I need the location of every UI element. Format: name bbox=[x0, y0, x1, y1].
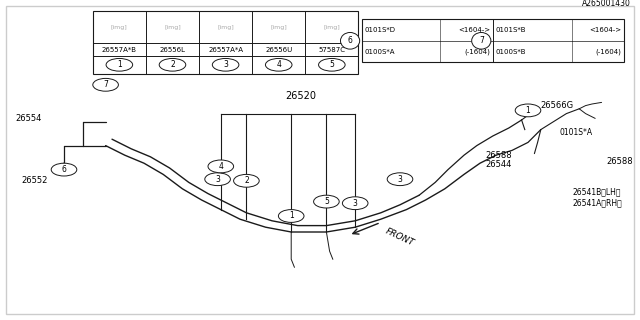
Text: 26556L: 26556L bbox=[159, 47, 186, 52]
Text: 0101S*D: 0101S*D bbox=[365, 27, 396, 33]
Text: 6: 6 bbox=[61, 165, 67, 174]
Text: 3: 3 bbox=[353, 199, 358, 208]
Text: [img]: [img] bbox=[164, 25, 181, 30]
Text: 2: 2 bbox=[170, 60, 175, 69]
Circle shape bbox=[51, 163, 77, 176]
Text: 7: 7 bbox=[103, 80, 108, 89]
Text: 26556U: 26556U bbox=[265, 47, 292, 52]
Circle shape bbox=[93, 78, 118, 91]
Text: 3: 3 bbox=[397, 175, 403, 184]
Circle shape bbox=[205, 173, 230, 186]
Text: 1: 1 bbox=[525, 106, 531, 115]
Text: 1: 1 bbox=[289, 212, 294, 220]
Circle shape bbox=[515, 104, 541, 117]
Text: 26541B〈LH〉: 26541B〈LH〉 bbox=[573, 188, 621, 196]
Text: 6: 6 bbox=[348, 36, 353, 45]
Text: 2: 2 bbox=[244, 176, 249, 185]
Ellipse shape bbox=[319, 59, 345, 71]
Text: 26541A〈RH〉: 26541A〈RH〉 bbox=[573, 199, 623, 208]
Circle shape bbox=[314, 195, 339, 208]
Text: 26557A*B: 26557A*B bbox=[102, 47, 137, 52]
Text: 57587C: 57587C bbox=[318, 47, 346, 52]
Text: 4: 4 bbox=[276, 60, 281, 69]
Text: [img]: [img] bbox=[111, 25, 128, 30]
Text: 3: 3 bbox=[215, 175, 220, 184]
Text: 26566G: 26566G bbox=[541, 101, 574, 110]
Ellipse shape bbox=[266, 59, 292, 71]
Text: 26544: 26544 bbox=[486, 160, 512, 169]
Text: 0101S*B: 0101S*B bbox=[496, 27, 527, 33]
Ellipse shape bbox=[106, 59, 132, 71]
Text: 4: 4 bbox=[218, 162, 223, 171]
Text: 26557A*A: 26557A*A bbox=[208, 47, 243, 52]
Text: 26554: 26554 bbox=[15, 114, 42, 123]
Circle shape bbox=[208, 160, 234, 173]
Ellipse shape bbox=[212, 59, 239, 71]
Circle shape bbox=[278, 210, 304, 222]
Text: 26552: 26552 bbox=[22, 176, 48, 185]
Circle shape bbox=[387, 173, 413, 186]
Text: [img]: [img] bbox=[217, 25, 234, 30]
Text: (-1604): (-1604) bbox=[596, 48, 621, 55]
Text: 5: 5 bbox=[324, 197, 329, 206]
Text: 5: 5 bbox=[330, 60, 334, 69]
Ellipse shape bbox=[340, 32, 360, 49]
Text: FRONT: FRONT bbox=[384, 227, 415, 248]
Text: 26588: 26588 bbox=[485, 151, 512, 160]
Text: [img]: [img] bbox=[270, 25, 287, 30]
Text: 0101S*A: 0101S*A bbox=[560, 128, 593, 137]
Text: 26588: 26588 bbox=[607, 157, 634, 166]
Text: 0100S*A: 0100S*A bbox=[365, 49, 396, 55]
Text: <1604->: <1604-> bbox=[458, 27, 490, 33]
Bar bbox=[93, 11, 358, 74]
Text: 0100S*B: 0100S*B bbox=[496, 49, 527, 55]
Text: [img]: [img] bbox=[323, 25, 340, 30]
Text: 3: 3 bbox=[223, 60, 228, 69]
Ellipse shape bbox=[472, 32, 491, 49]
Text: 7: 7 bbox=[479, 36, 484, 45]
Text: (-1604): (-1604) bbox=[465, 48, 490, 55]
Text: A265001430: A265001430 bbox=[582, 0, 630, 8]
Ellipse shape bbox=[159, 59, 186, 71]
Text: <1604->: <1604-> bbox=[589, 27, 621, 33]
Circle shape bbox=[234, 174, 259, 187]
Bar bbox=[362, 19, 624, 62]
Text: 26520: 26520 bbox=[285, 91, 316, 101]
Circle shape bbox=[342, 197, 368, 210]
Text: 1: 1 bbox=[117, 60, 122, 69]
